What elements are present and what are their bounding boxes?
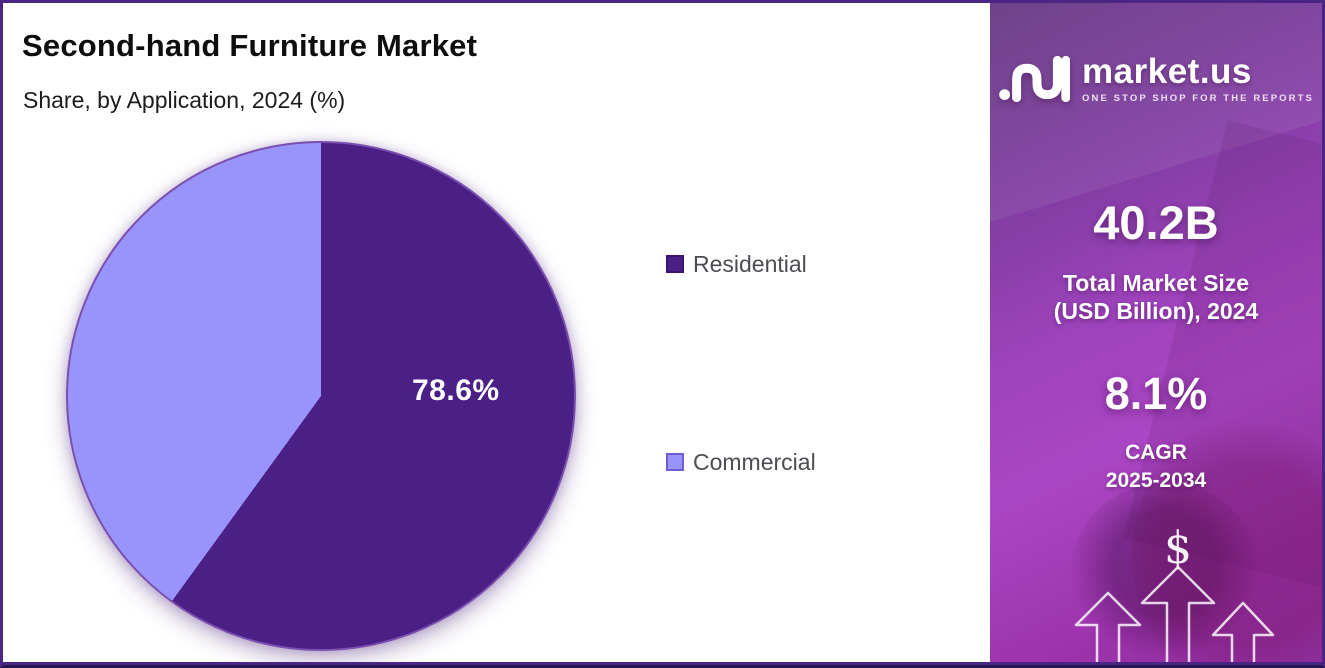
cagr-label: CAGR 2025-2034: [990, 439, 1322, 496]
pie-slice-data-label: 78.6%: [412, 374, 500, 407]
market-size-label-line1: Total Market Size: [1062, 270, 1250, 296]
arrow-middle-icon: [1140, 565, 1216, 662]
market-size-label: Total Market Size (USD Billion), 2024: [990, 269, 1322, 325]
legend-label: Commercial: [693, 448, 816, 475]
page-title: Second-hand Furniture Market: [22, 28, 478, 63]
cagr-label-line2: 2025-2034: [1105, 469, 1207, 493]
commercial-swatch-icon: [666, 453, 684, 471]
brand-text-block: market.us ONE STOP SHOP FOR THE REPORTS: [1082, 54, 1314, 104]
legend-item-residential: Residential: [666, 251, 816, 277]
arrow-right-icon: [1211, 601, 1275, 662]
arrow-left-icon: [1074, 591, 1142, 662]
market-size-value: 40.2B: [1093, 196, 1219, 249]
growth-arrows-icon: $: [1074, 523, 1275, 662]
residential-swatch-icon: [666, 255, 684, 273]
cagr-value: 8.1%: [1104, 368, 1208, 419]
dollar-icon: $: [1164, 523, 1192, 574]
page-subtitle: Share, by Application, 2024 (%): [23, 87, 346, 113]
cagr-label-line1: CAGR: [1125, 441, 1187, 464]
pie-chart: 78.6%: [66, 141, 576, 651]
brand-tagline: ONE STOP SHOP FOR THE REPORTS: [1082, 93, 1314, 104]
chart-legend: Residential Commercial: [666, 251, 816, 475]
brand-sidebar: market.us ONE STOP SHOP FOR THE REPORTS …: [990, 3, 1322, 665]
brand-logo: market.us ONE STOP SHOP FOR THE REPORTS: [990, 51, 1322, 107]
market-size-label-line2: (USD Billion), 2024: [1053, 298, 1259, 325]
bottom-border-line: [3, 662, 1322, 665]
legend-label: Residential: [693, 250, 807, 277]
brand-name: market.us: [1082, 52, 1252, 91]
legend-item-commercial: Commercial: [666, 449, 816, 475]
marketus-logo-icon: [999, 55, 1071, 103]
